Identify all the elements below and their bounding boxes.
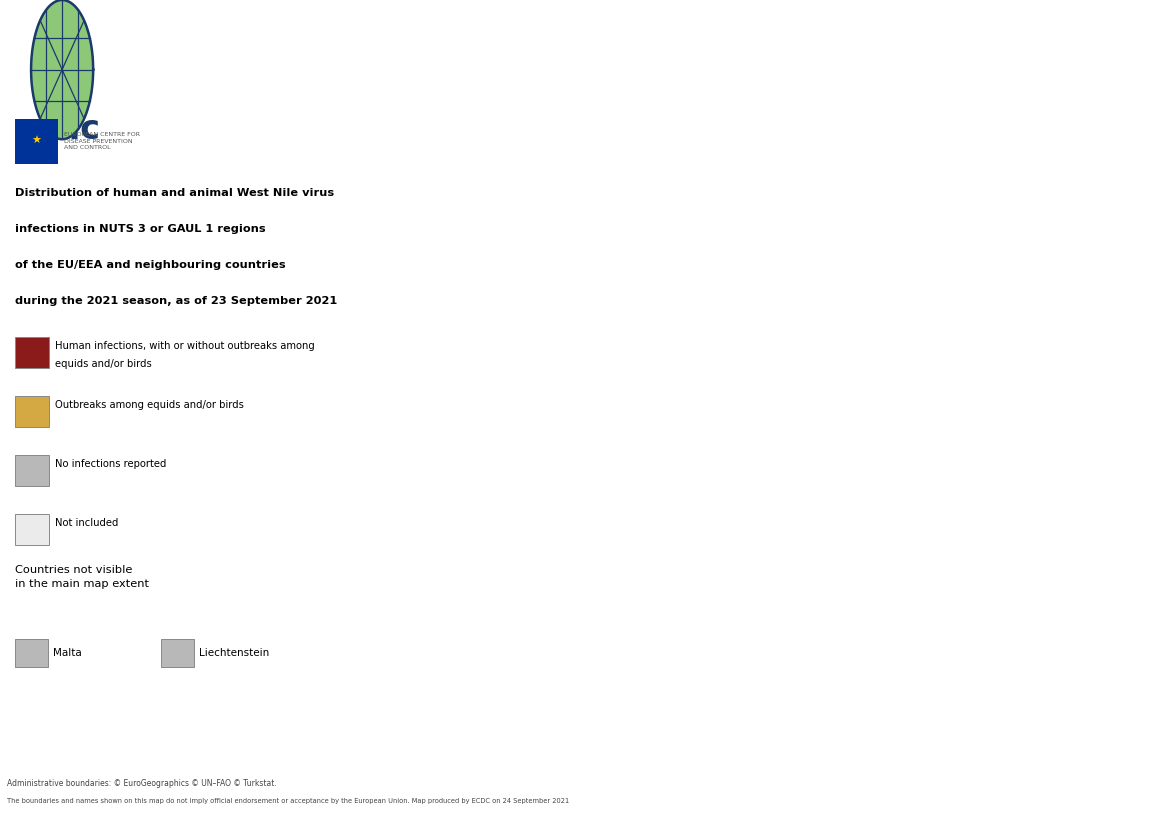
Bar: [15, 396, 50, 427]
Text: Administrative boundaries: © EuroGeographics © UN–FAO © Turkstat.: Administrative boundaries: © EuroGeograp…: [7, 779, 277, 788]
Text: ecdc: ecdc: [15, 113, 101, 146]
Text: Human infections, with or without outbreaks among: Human infections, with or without outbre…: [55, 341, 314, 351]
Text: equids and/or birds: equids and/or birds: [55, 359, 152, 369]
Polygon shape: [31, 0, 93, 139]
Text: Liechtenstein: Liechtenstein: [200, 648, 269, 658]
Text: EUROPEAN CENTRE FOR
DISEASE PREVENTION
AND CONTROL: EUROPEAN CENTRE FOR DISEASE PREVENTION A…: [64, 132, 140, 151]
Text: Not included: Not included: [55, 518, 118, 527]
Bar: [15, 337, 50, 368]
Text: ★: ★: [31, 136, 42, 147]
Text: No infections reported: No infections reported: [55, 459, 166, 468]
Bar: [15, 455, 50, 486]
Text: of the EU/EEA and neighbouring countries: of the EU/EEA and neighbouring countries: [15, 260, 285, 270]
Text: Distribution of human and animal West Nile virus: Distribution of human and animal West Ni…: [15, 188, 334, 198]
Bar: [15, 639, 48, 667]
Text: Outbreaks among equids and/or birds: Outbreaks among equids and/or birds: [55, 400, 244, 410]
Text: The boundaries and names shown on this map do not imply official endorsement or : The boundaries and names shown on this m…: [7, 799, 570, 804]
Text: infections in NUTS 3 or GAUL 1 regions: infections in NUTS 3 or GAUL 1 regions: [15, 224, 266, 234]
Text: during the 2021 season, as of 23 September 2021: during the 2021 season, as of 23 Septemb…: [15, 296, 336, 306]
Bar: [15, 119, 58, 164]
Text: Countries not visible
in the main map extent: Countries not visible in the main map ex…: [15, 565, 148, 589]
Text: Malta: Malta: [53, 648, 81, 658]
Bar: [15, 514, 50, 545]
Bar: [161, 639, 194, 667]
